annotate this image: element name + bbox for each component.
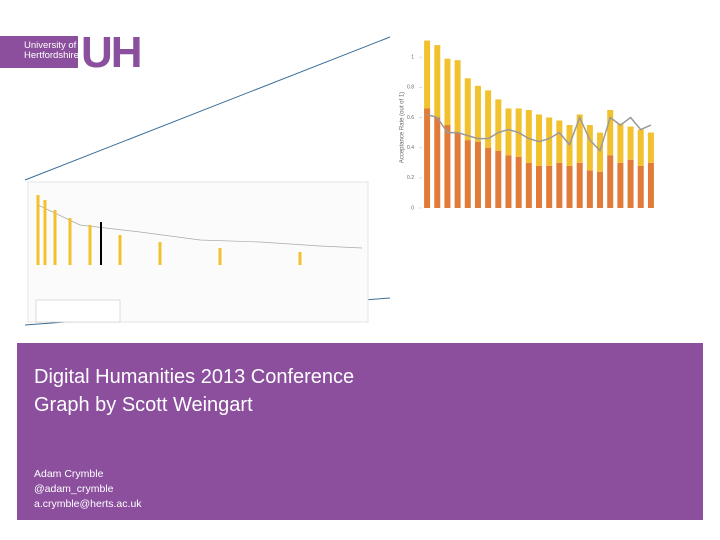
- bar-segment: [556, 120, 563, 163]
- bar-segment: [525, 162, 532, 208]
- bar-segment: [495, 99, 502, 151]
- bar-segment: [637, 165, 644, 208]
- y-axis-label: Acceptance Rate (out of 1): [400, 92, 406, 163]
- author: Adam Crymble: [34, 468, 104, 480]
- bar-segment: [637, 129, 644, 166]
- bar-segment: [546, 117, 553, 166]
- y-tick-label: 0.8: [407, 85, 414, 91]
- bar-segment: [444, 125, 451, 208]
- bar-segment: [485, 147, 492, 208]
- logo-mark: UH: [81, 28, 143, 77]
- bar-segment: [454, 60, 461, 133]
- bar-segment: [434, 45, 441, 118]
- y-tick-label: 0: [411, 205, 414, 211]
- bar-segment: [597, 171, 604, 208]
- bar-segment: [495, 150, 502, 208]
- bar-segment: [647, 132, 654, 163]
- email: a.crymble@herts.ac.uk: [34, 498, 142, 510]
- bar-segment: [536, 165, 542, 208]
- logo-box: University of Hertfordshire: [0, 36, 79, 68]
- rate-line: [426, 113, 652, 153]
- bar-segment: [627, 159, 634, 208]
- bar-segment: [586, 170, 593, 208]
- bar-segment: [505, 108, 512, 156]
- bar-segment: [474, 141, 481, 208]
- bar-segment: [424, 108, 431, 208]
- title-panel: Digital Humanities 2013 Conference Graph…: [17, 343, 703, 520]
- bar-segment: [566, 165, 573, 208]
- bar-segment: [556, 162, 563, 208]
- bar-segment: [576, 114, 583, 163]
- bar-segment: [627, 126, 634, 160]
- bar-segment: [464, 78, 471, 141]
- bar-segment: [546, 165, 553, 208]
- y-tick-label: 1: [411, 54, 414, 60]
- bar-segment: [597, 132, 604, 172]
- y-tick-label: 0.2: [407, 175, 414, 181]
- bar-segment: [607, 155, 614, 208]
- zoom-line: [24, 36, 391, 181]
- bar-segment: [515, 156, 522, 208]
- y-tick-label: 0.6: [407, 115, 414, 121]
- bar-segment: [617, 162, 624, 208]
- bar-segment: [424, 40, 431, 109]
- bar-segment: [607, 109, 614, 156]
- bar-segment: [525, 109, 532, 163]
- bar-segment: [505, 155, 512, 208]
- bar-segment: [474, 85, 481, 142]
- bar-segment: [434, 117, 441, 208]
- bar-segment: [617, 123, 624, 163]
- bar-segment: [536, 114, 542, 166]
- title-line: Graph by Scott Weingart: [34, 394, 253, 416]
- bar-segment: [454, 132, 461, 208]
- title: Digital Humanities 2013 Conference Graph…: [34, 363, 354, 419]
- bar-segment: [485, 90, 492, 148]
- thumbnail: [27, 181, 369, 323]
- y-tick-label: 0.4: [407, 145, 414, 151]
- bar-segment: [647, 162, 654, 208]
- bar-segment: [464, 140, 471, 208]
- bar-segment: [586, 125, 593, 171]
- bar-segment: [444, 58, 451, 126]
- contact: Adam Crymble @adam_crymble a.crymble@her…: [34, 467, 142, 512]
- chart: 0 0.2 0.4 0.6 0.8 1 Acceptance Rate (out of 1): [24, 36, 654, 326]
- handle: @adam_crymble: [34, 483, 114, 495]
- title-line: Digital Humanities 2013 Conference: [34, 366, 355, 388]
- bar-segment: [576, 162, 583, 208]
